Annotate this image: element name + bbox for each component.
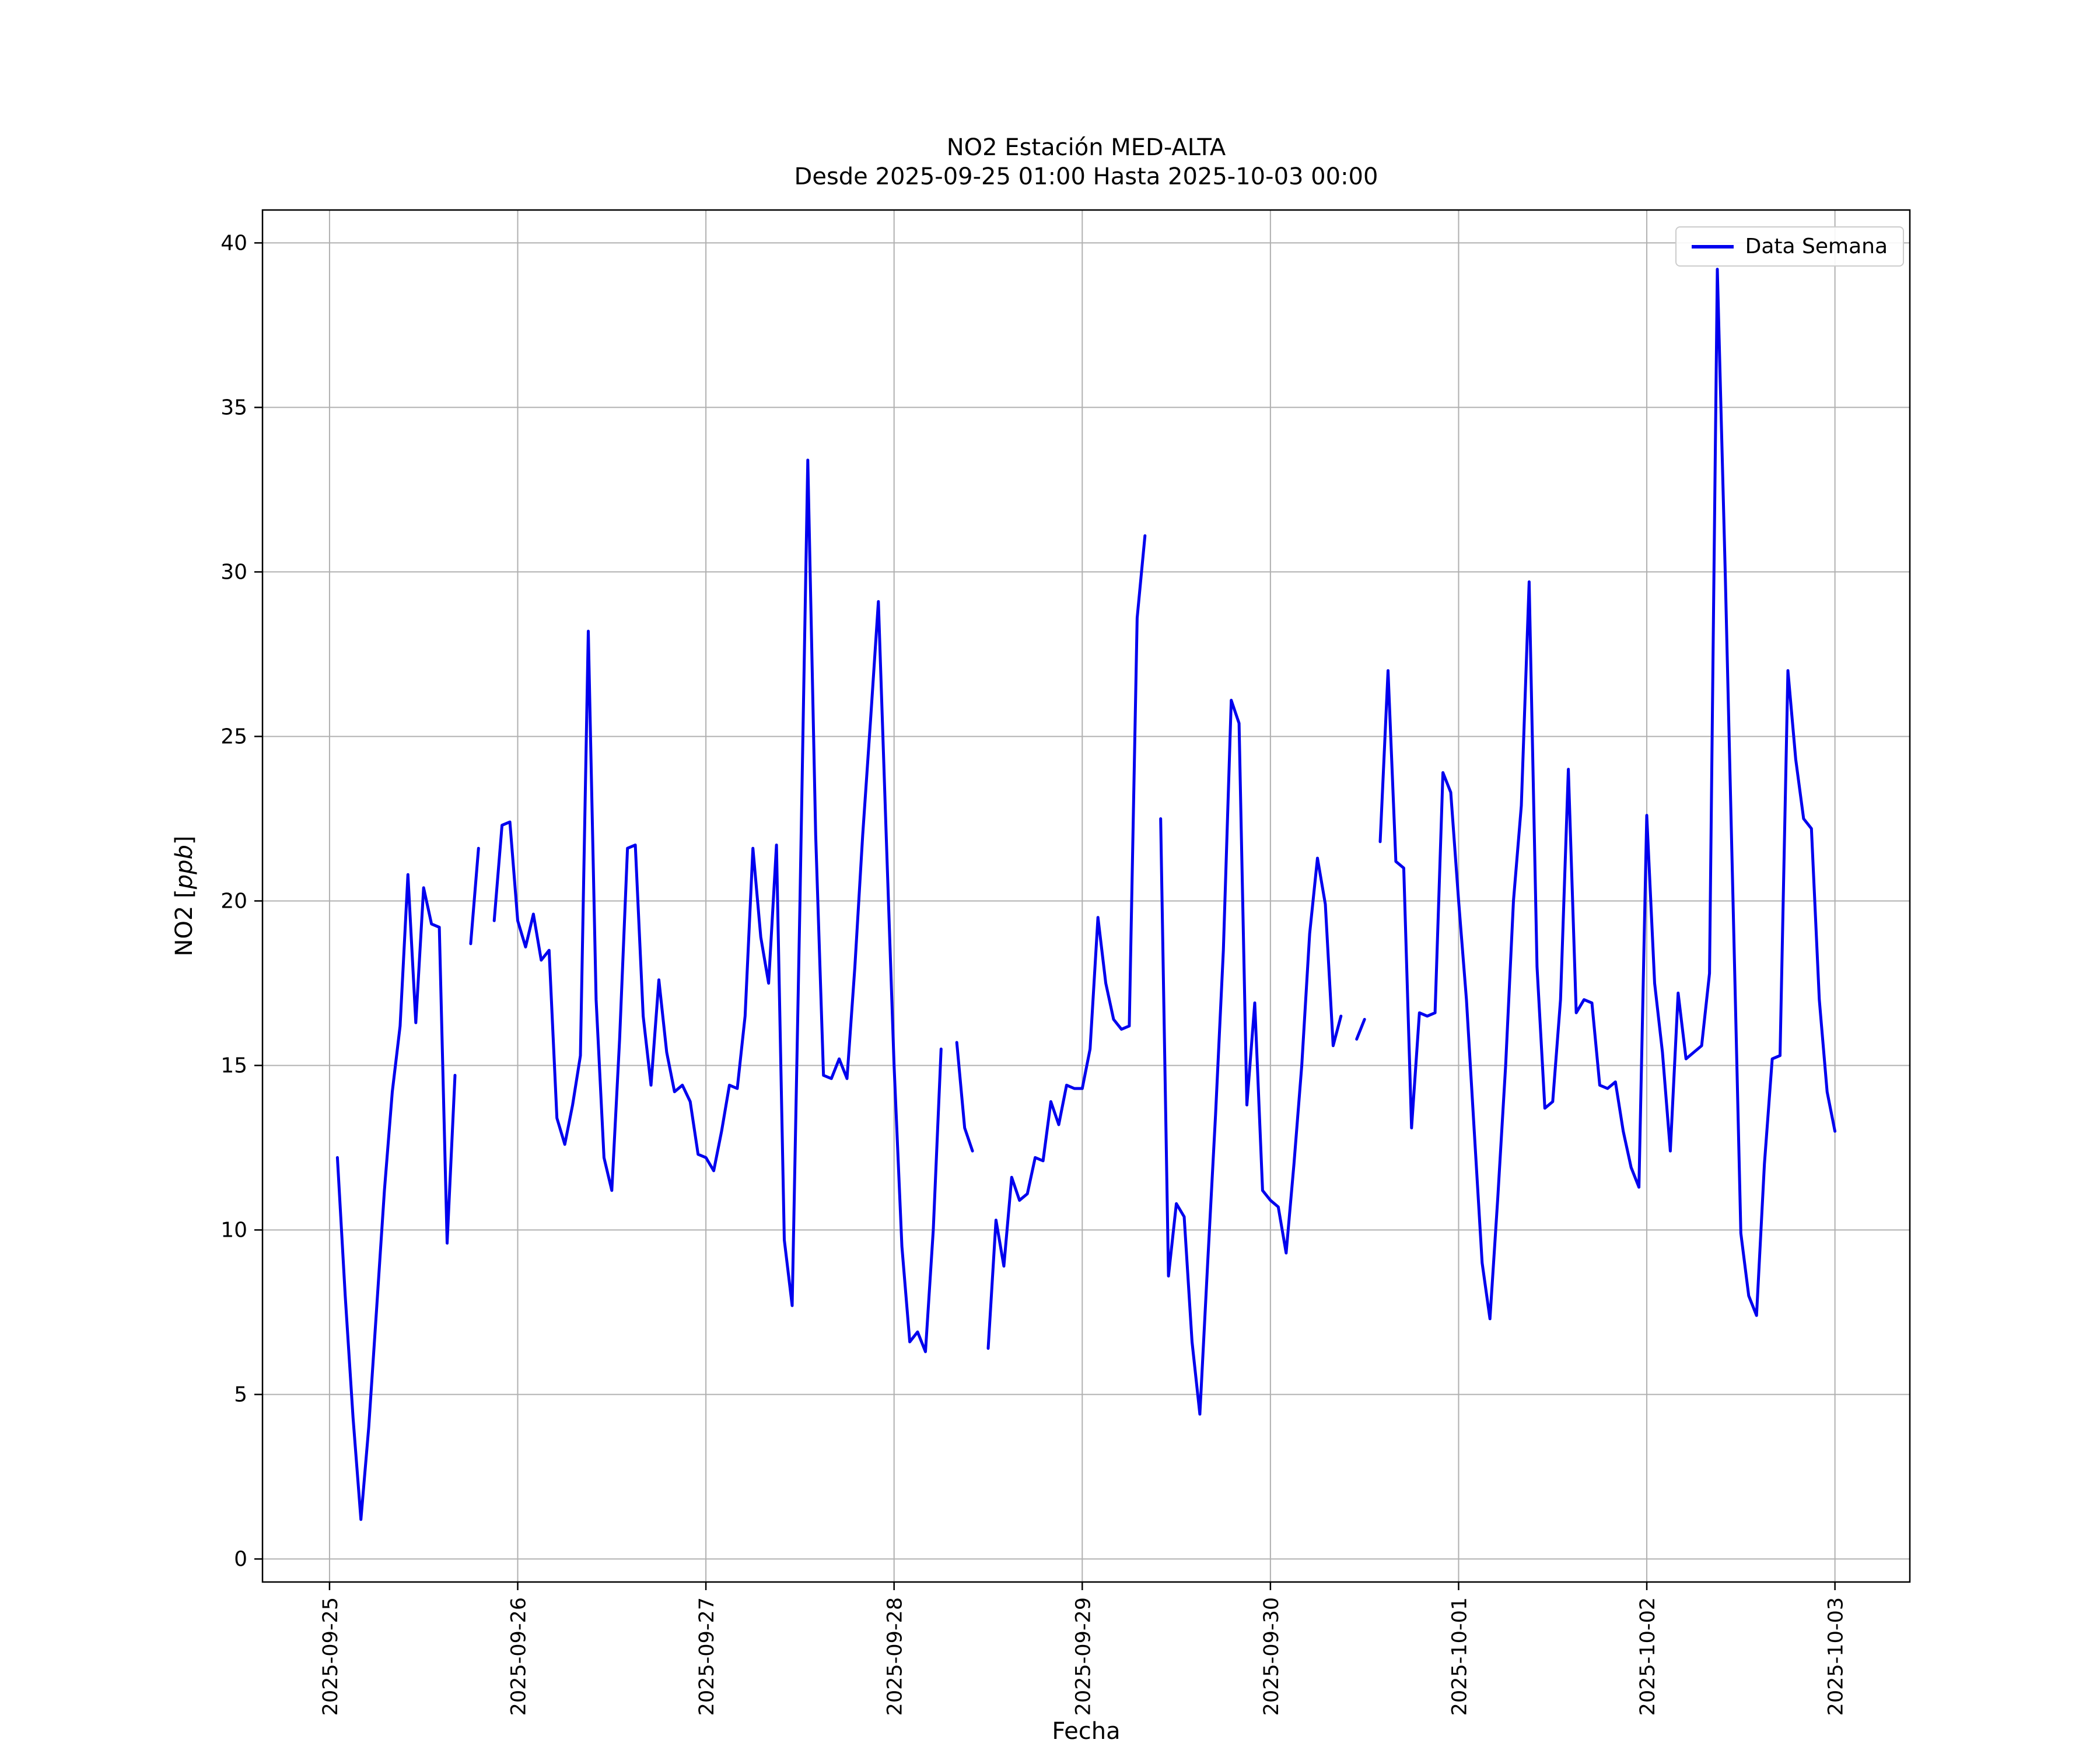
y-tick-label: 25 — [220, 724, 247, 748]
x-tick-label: 2025-10-02 — [1636, 1597, 1660, 1716]
legend: Data Semana — [1675, 226, 1904, 267]
legend-label: Data Semana — [1745, 235, 1888, 258]
legend-line-swatch — [1691, 244, 1734, 249]
chart-subtitle: Desde 2025-09-25 01:00 Hasta 2025-10-03 … — [794, 163, 1378, 190]
axes-spines — [261, 209, 1911, 1583]
x-tick-label: 2025-09-26 — [508, 1597, 531, 1716]
y-axis-label-units: ppb — [171, 845, 198, 890]
x-tick-label: 2025-10-03 — [1825, 1597, 1848, 1716]
x-axis-label: Fecha — [1052, 1718, 1121, 1745]
x-tick-label: 2025-09-25 — [319, 1597, 342, 1716]
y-axis-label: NO2 [ppb] — [171, 836, 198, 957]
y-tick-label: 20 — [220, 889, 247, 913]
y-tick-label: 5 — [234, 1383, 247, 1407]
data-line — [335, 268, 1837, 1521]
chart-title-block: NO2 Estación MED-ALTA Desde 2025-09-25 0… — [262, 133, 1910, 191]
x-tick-label: 2025-09-30 — [1260, 1597, 1283, 1716]
y-tick-label: 0 — [234, 1548, 247, 1572]
y-axis-label-prefix: NO2 [ — [171, 889, 198, 957]
y-axis-label-suffix: ] — [171, 835, 198, 845]
x-tick-label: 2025-09-28 — [884, 1597, 907, 1716]
y-tick-label: 40 — [220, 231, 247, 255]
x-tick-label: 2025-10-01 — [1448, 1597, 1471, 1716]
y-tick-label: 15 — [220, 1054, 247, 1077]
y-tick-label: 30 — [220, 560, 247, 584]
x-tick-label: 2025-09-29 — [1072, 1597, 1095, 1716]
chart-title: NO2 Estación MED-ALTA — [946, 134, 1226, 161]
y-tick-label: 10 — [220, 1218, 247, 1242]
x-tick-label: 2025-09-27 — [695, 1597, 719, 1716]
y-tick-label: 35 — [220, 396, 247, 419]
